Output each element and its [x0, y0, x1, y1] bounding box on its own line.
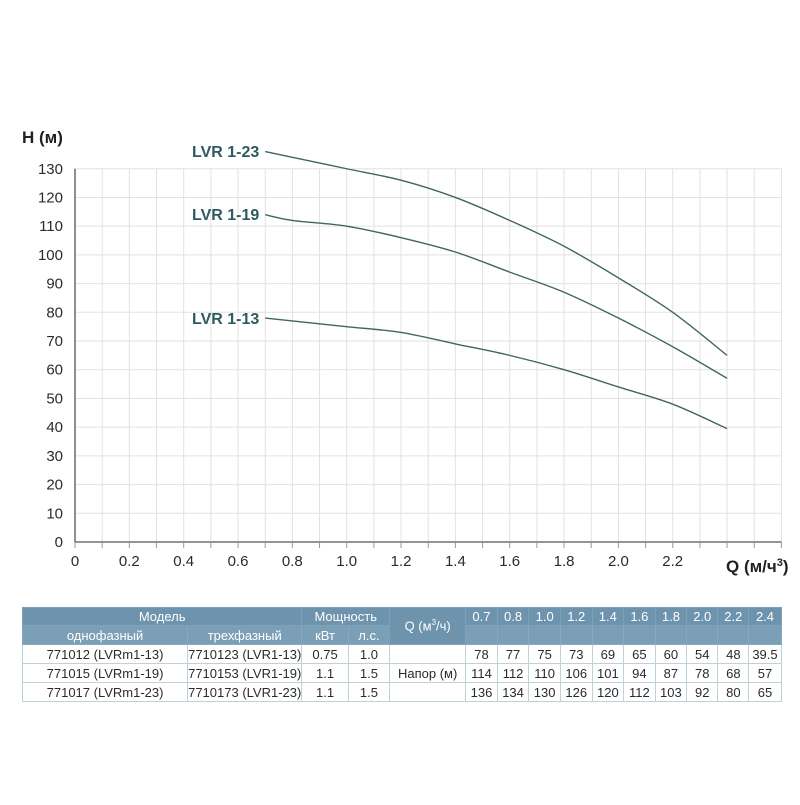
- svg-text:2.2: 2.2: [662, 553, 683, 570]
- svg-text:80: 80: [46, 304, 63, 321]
- svg-text:H (м): H (м): [22, 128, 63, 147]
- svg-text:0.6: 0.6: [228, 553, 249, 570]
- svg-text:1.0: 1.0: [336, 553, 357, 570]
- svg-text:0.8: 0.8: [282, 553, 303, 570]
- svg-text:LVR 1-19: LVR 1-19: [192, 207, 259, 224]
- svg-text:LVR 1-13: LVR 1-13: [192, 311, 259, 328]
- svg-text:1.2: 1.2: [391, 553, 412, 570]
- svg-text:2.0: 2.0: [608, 553, 629, 570]
- svg-text:120: 120: [38, 189, 63, 206]
- svg-text:130: 130: [38, 161, 63, 178]
- svg-text:100: 100: [38, 247, 63, 264]
- svg-text:20: 20: [46, 477, 63, 494]
- svg-text:1.6: 1.6: [499, 553, 520, 570]
- svg-text:60: 60: [46, 362, 63, 379]
- svg-text:0.2: 0.2: [119, 553, 140, 570]
- svg-text:0: 0: [55, 534, 63, 551]
- svg-text:0.4: 0.4: [173, 553, 194, 570]
- svg-text:LVR 1-23: LVR 1-23: [192, 144, 259, 161]
- svg-text:110: 110: [39, 218, 63, 235]
- svg-text:30: 30: [46, 448, 63, 465]
- svg-text:40: 40: [46, 419, 63, 436]
- svg-text:90: 90: [46, 276, 63, 293]
- svg-text:1.4: 1.4: [445, 553, 466, 570]
- svg-text:10: 10: [46, 505, 63, 522]
- svg-text:70: 70: [46, 333, 63, 350]
- svg-text:0: 0: [71, 553, 79, 570]
- svg-text:50: 50: [46, 390, 63, 407]
- svg-text:1.8: 1.8: [554, 553, 575, 570]
- svg-text:Q (м/ч3): Q (м/ч3): [726, 557, 789, 576]
